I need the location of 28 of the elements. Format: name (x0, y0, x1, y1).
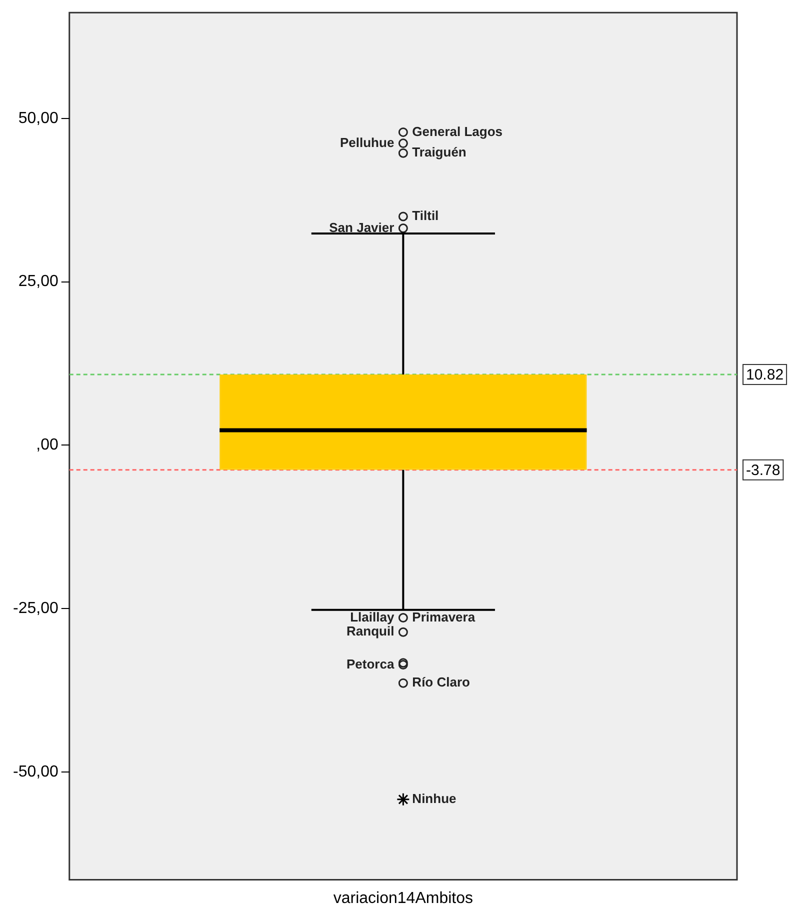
point (398, 212, 408, 222)
ref-line-label: -3.78 (746, 462, 780, 480)
y-tick-label: ,00 (36, 436, 58, 454)
annotation: Llaillay (350, 609, 395, 624)
point (398, 678, 408, 688)
point (398, 138, 408, 148)
x-tick-label: variacion14Ambitos (333, 890, 473, 907)
point (398, 127, 408, 137)
point (398, 224, 408, 234)
annotation: Ranquil (346, 624, 394, 639)
annotation: Tiltil (412, 208, 439, 224)
y-tick-label: 50,00 (18, 110, 58, 127)
annotation: Pelluhue (340, 134, 394, 150)
annotation: Ninhue (412, 790, 456, 806)
annotation: Traiguén (412, 144, 466, 160)
point (398, 148, 408, 158)
point (398, 627, 408, 637)
point (398, 612, 408, 622)
annotation: San Javier (329, 220, 394, 235)
y-tick-label: 25,00 (18, 273, 58, 290)
annotation: Primavera (412, 609, 476, 624)
y-tick-label: -50,00 (12, 763, 58, 780)
annotation: General Lagos (412, 124, 502, 139)
annotation: Petorca (346, 656, 395, 672)
y-tick-label: -25,00 (12, 600, 58, 617)
ref-line-label: 10.82 (746, 366, 784, 384)
annotation: Río Claro (412, 674, 470, 690)
point (396, 792, 410, 806)
